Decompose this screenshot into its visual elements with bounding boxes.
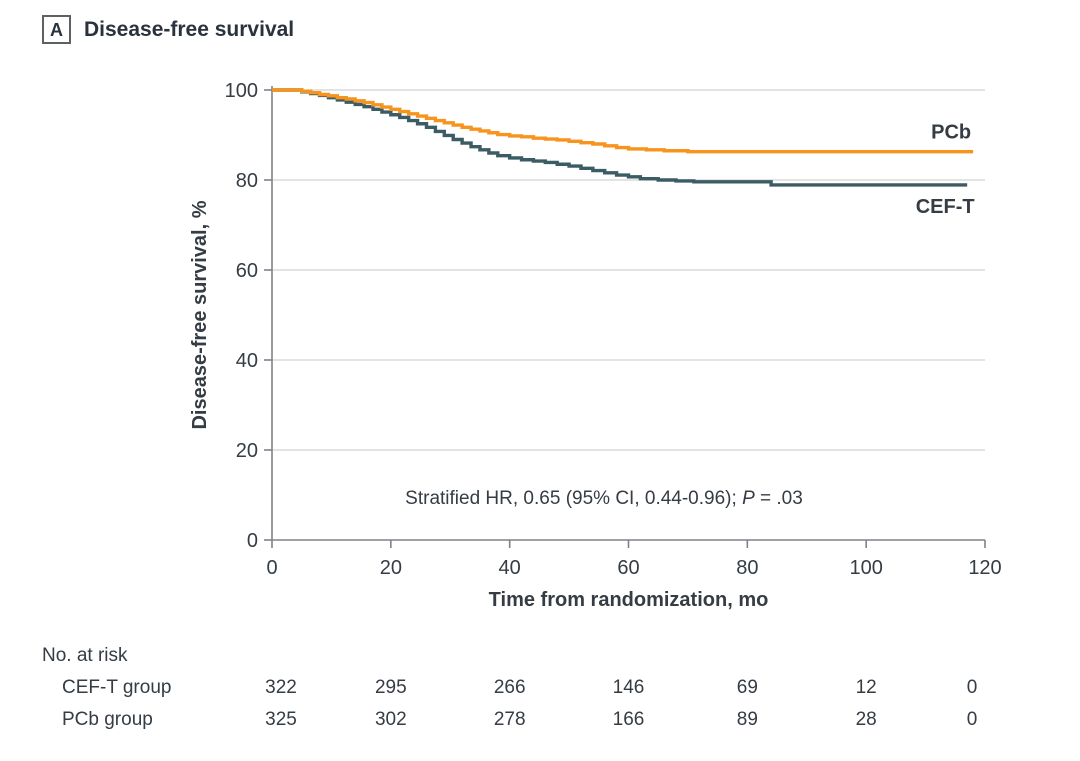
risk-count: 89 bbox=[737, 709, 758, 730]
risk-count: 146 bbox=[613, 677, 645, 698]
risk-row-label-pcb: PCb group bbox=[62, 709, 153, 730]
y-tick-label: 0 bbox=[247, 530, 258, 552]
survival-curve-cef-t bbox=[272, 88, 968, 187]
x-tick-label: 100 bbox=[849, 557, 882, 579]
risk-count: 278 bbox=[494, 709, 526, 730]
risk-count: 12 bbox=[856, 677, 877, 698]
y-tick-label: 60 bbox=[236, 260, 258, 282]
y-axis-title: Disease-free survival, % bbox=[189, 200, 211, 429]
risk-count: 295 bbox=[375, 677, 407, 698]
y-tick-label: 100 bbox=[225, 80, 258, 102]
panel-label-badge: A bbox=[42, 15, 71, 44]
risk-row-label-cef-t: CEF-T group bbox=[62, 677, 171, 698]
risk-count: 266 bbox=[494, 677, 526, 698]
y-tick-label: 20 bbox=[236, 440, 258, 462]
x-tick-label: 20 bbox=[380, 557, 402, 579]
x-tick-label: 60 bbox=[617, 557, 639, 579]
risk-count: 302 bbox=[375, 709, 407, 730]
curve-label-cef-t: CEF-T bbox=[916, 196, 975, 218]
risk-count: 322 bbox=[265, 677, 297, 698]
curve-label-pcb: PCb bbox=[931, 122, 971, 144]
risk-count: 28 bbox=[856, 709, 877, 730]
x-axis-title: Time from randomization, mo bbox=[489, 589, 769, 611]
x-tick-label: 120 bbox=[968, 557, 1001, 579]
x-tick-label: 0 bbox=[266, 557, 277, 579]
risk-count: 69 bbox=[737, 677, 758, 698]
y-tick-label: 80 bbox=[236, 170, 258, 192]
panel-header: A Disease-free survival bbox=[42, 15, 294, 44]
survival-curve-pcb bbox=[272, 88, 974, 154]
panel-title: Disease-free survival bbox=[84, 17, 295, 41]
hazard-ratio-annotation: Stratified HR, 0.65 (95% CI, 0.44-0.96);… bbox=[405, 488, 803, 509]
risk-count: 166 bbox=[613, 709, 645, 730]
risk-count: 325 bbox=[265, 709, 297, 730]
risk-count: 0 bbox=[967, 677, 978, 698]
x-tick-label: 80 bbox=[736, 557, 758, 579]
risk-table-title: No. at risk bbox=[42, 645, 128, 666]
x-tick-label: 40 bbox=[499, 557, 521, 579]
y-tick-label: 40 bbox=[236, 350, 258, 372]
risk-count: 0 bbox=[967, 709, 978, 730]
